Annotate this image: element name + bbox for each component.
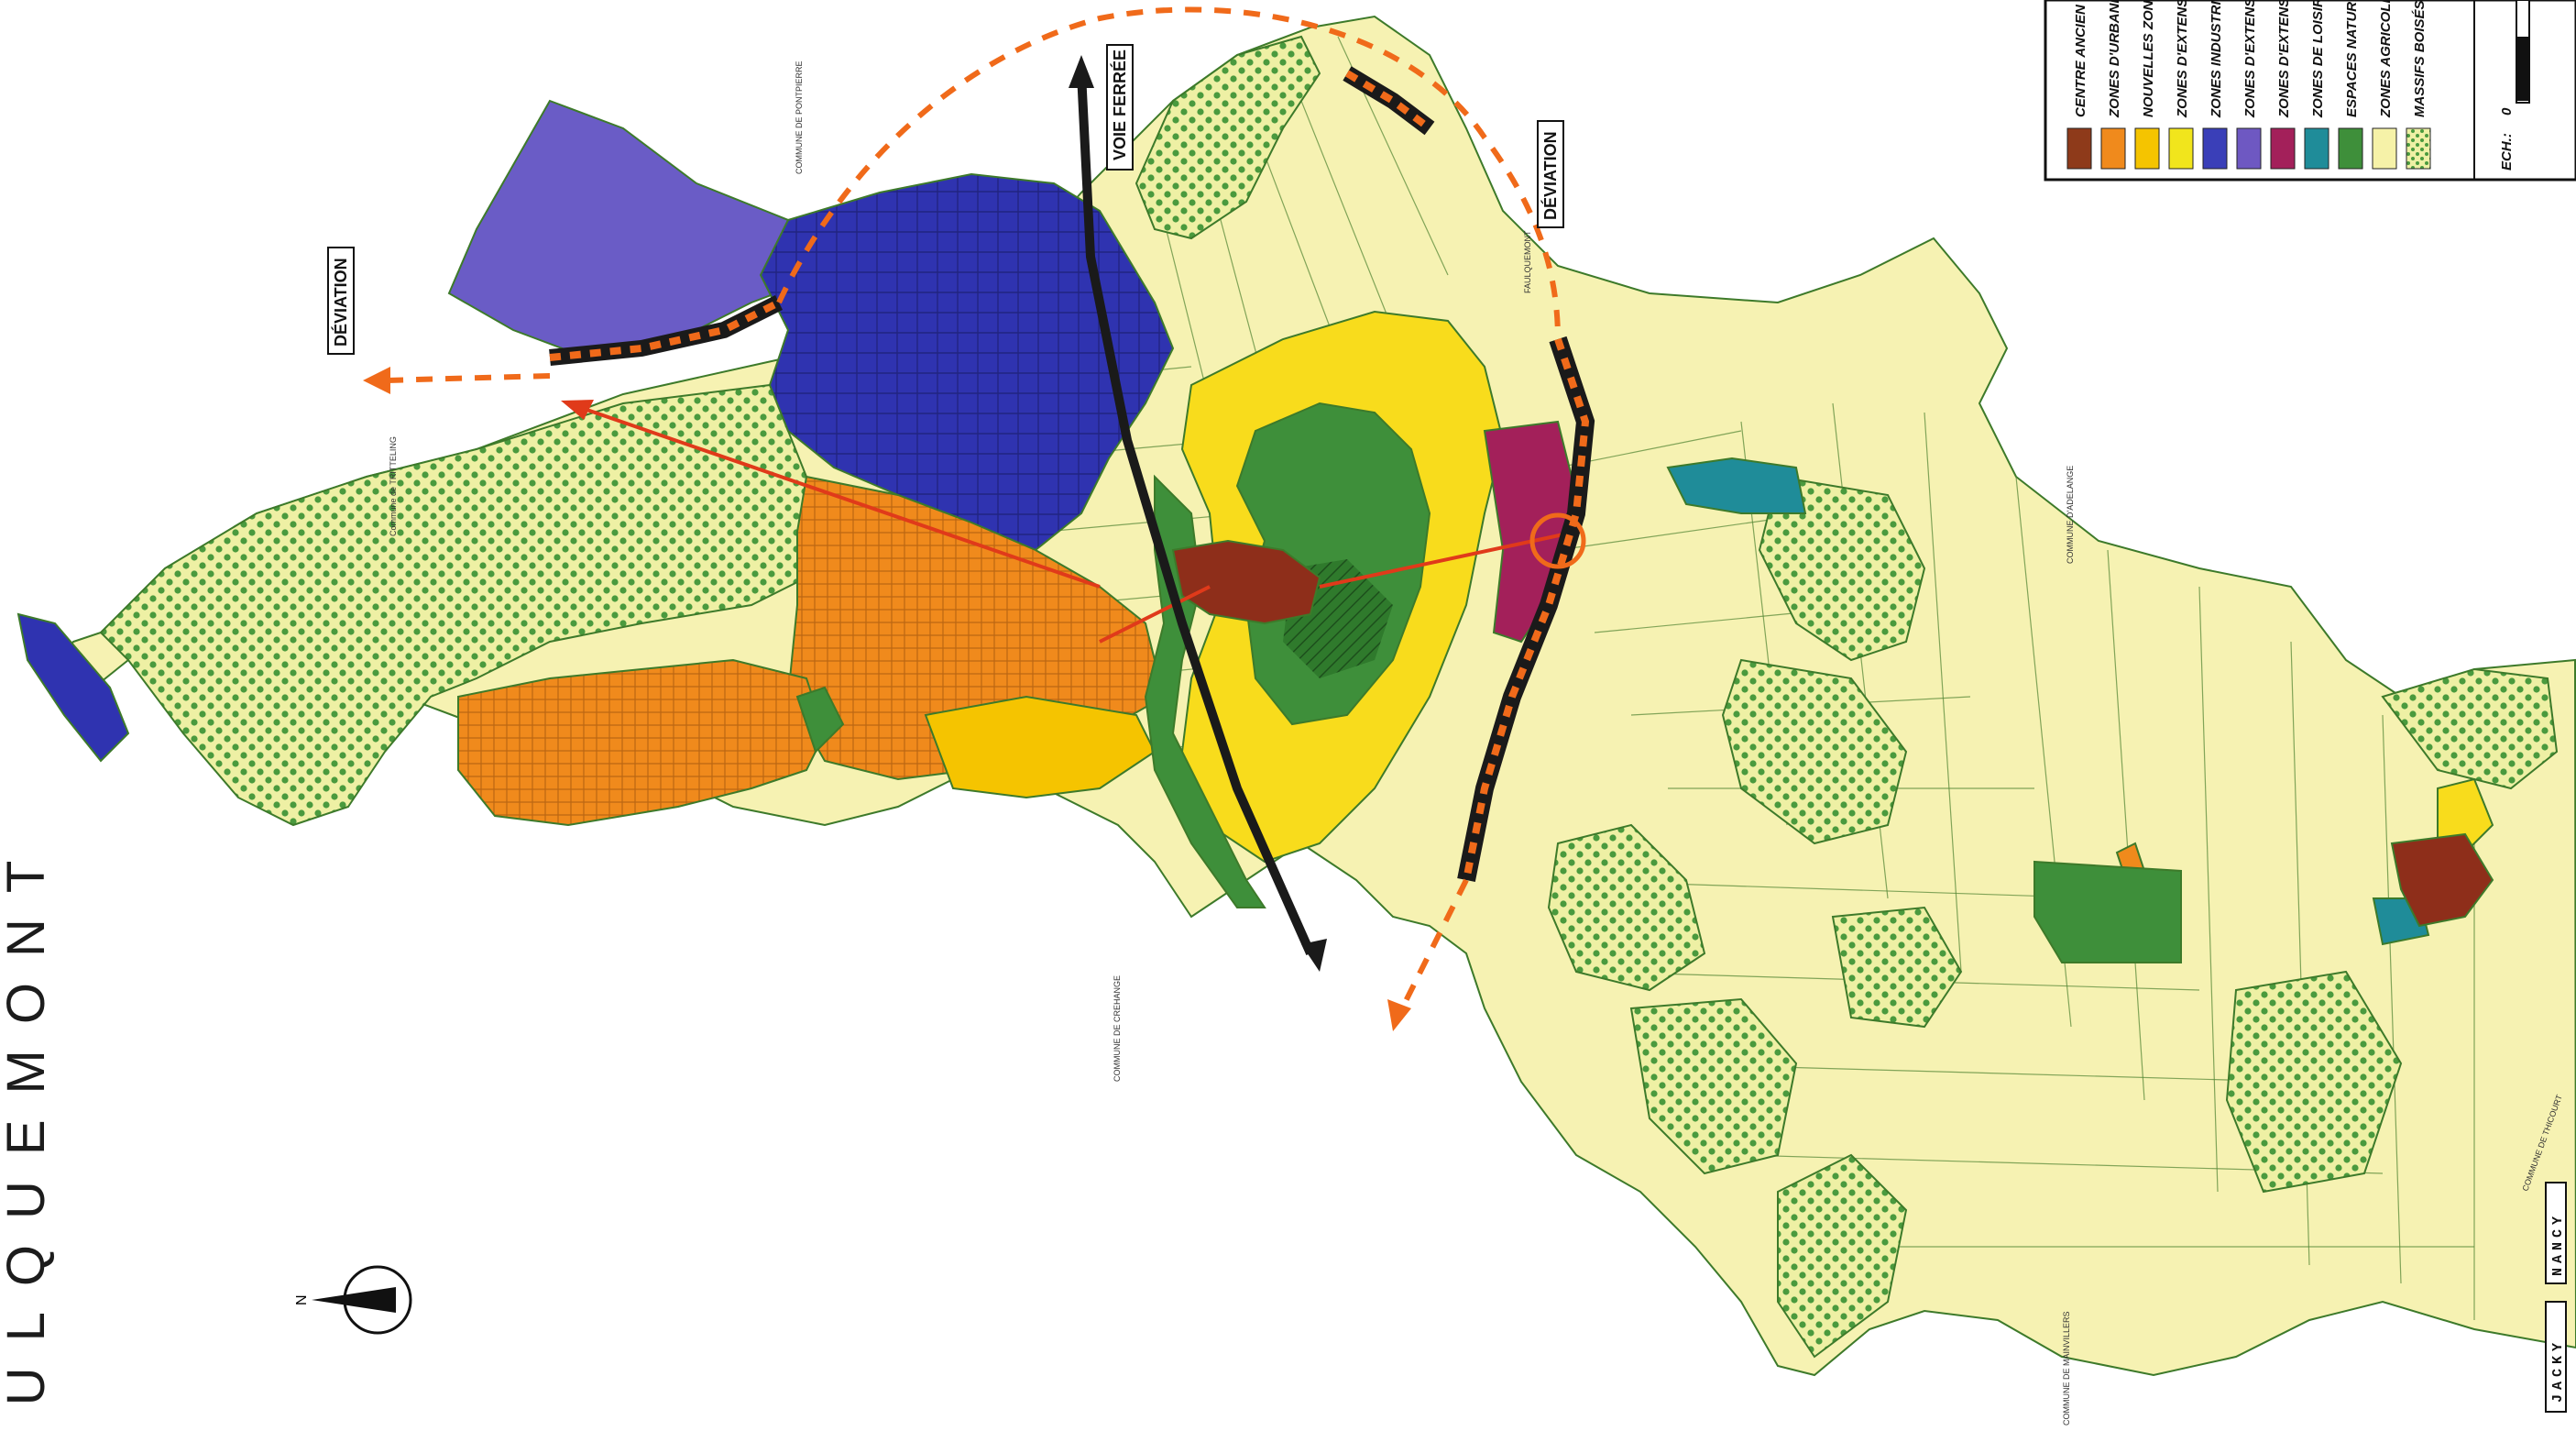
interchange-marker <box>1529 512 1586 569</box>
north-label: N <box>294 1294 310 1305</box>
deviation-route-top <box>1343 66 1435 136</box>
new-zone-east <box>2437 777 2494 854</box>
leisure-zone-north <box>1666 457 1807 514</box>
new-zone-south <box>924 695 1156 799</box>
legend-label: ESPACES NATURELS <box>2344 0 2360 117</box>
legend-label: MASSIFS BOISÉS <box>2412 0 2428 117</box>
legend-label: ZONES D'EXTENSION <box>2276 0 2292 118</box>
rail-line <box>1069 55 1327 972</box>
legend-swatch <box>2270 127 2296 170</box>
signature-line2: NANCY <box>2550 1212 2566 1276</box>
road-arrow-west <box>561 400 594 420</box>
commune-crehange: COMMUNE DE CREHANGE <box>1113 975 1122 1082</box>
commune-faulquemont-small: FAULQUEMONT <box>1523 230 1532 293</box>
legend-label: CENTRE ANCIEN <box>2073 4 2088 117</box>
industrial-sliver-west <box>16 612 130 763</box>
legend-swatch <box>2066 127 2092 170</box>
deviation-west-text: DÉVIATION <box>331 258 350 347</box>
legend-swatch <box>2134 127 2160 170</box>
legend-swatch <box>2168 127 2194 170</box>
legend-swatch <box>2236 127 2262 170</box>
industrial-extension-zone <box>447 99 827 359</box>
commune-adelange: COMMUNE D'ADELANGE <box>2066 466 2075 564</box>
natural-space-east <box>2033 860 2182 963</box>
natural-space-west <box>795 686 845 754</box>
legend-label: ZONES DE LOISIRS <box>2310 0 2326 118</box>
label-voie-ferree: VOIE FERRÉE <box>1106 44 1134 171</box>
rail-arrow-south <box>1301 939 1327 972</box>
legend: CENTRE ANCIEN ZONES D'URBANISATION NOUVELL… <box>2044 0 2576 182</box>
north-arrow-icon <box>312 1287 396 1313</box>
legend-swatch <box>2338 127 2363 170</box>
legend-label: ZONES D'EXTENSION <box>2242 0 2258 118</box>
old-center-east <box>2390 832 2494 928</box>
legend-scale-label: ECH.: <box>2499 133 2515 171</box>
deviation-route-north <box>549 294 784 366</box>
natural-space-river <box>1144 474 1266 908</box>
label-deviation-east: DÉVIATION <box>1537 120 1564 228</box>
signature: NANCY JACKY <box>2545 1182 2567 1413</box>
legend-label: ZONES D'EXTENSION <box>2175 0 2190 118</box>
north-arrow: N <box>294 1265 412 1335</box>
legend-swatch <box>2202 127 2228 170</box>
legend-label: ZONES INDUSTRIELLES <box>2209 0 2224 118</box>
legend-label: ZONES D'URBANISATION <box>2107 0 2122 118</box>
commune-pontpierre: COMMUNE DE PONTPIERRE <box>795 61 804 174</box>
deviation-arrow-south <box>1387 999 1411 1031</box>
legend-swatch <box>2100 127 2126 170</box>
commune-mainvillers: COMMUNE DE MAINVILLERS <box>2062 1311 2071 1425</box>
industrial-zone <box>759 172 1175 552</box>
signature-line1: JACKY <box>2550 1338 2566 1403</box>
old-center <box>1171 539 1321 625</box>
deviation-route-east <box>1457 336 1595 882</box>
label-deviation-west: DÉVIATION <box>327 247 355 355</box>
urban-zone-west <box>457 658 827 827</box>
legend-swatch <box>2406 127 2431 170</box>
legend-swatch <box>2304 127 2329 170</box>
legend-swatch <box>2372 127 2397 170</box>
legend-label: NOUVELLES ZONES <box>2141 0 2156 117</box>
map-title: AULQUEMONT <box>0 835 56 1431</box>
commune-tritteling: Commune de TRITTELING <box>389 436 398 536</box>
rail-arrow-north <box>1069 55 1094 88</box>
projected-deviation <box>384 6 1561 1010</box>
deviation-east-text: DÉVIATION <box>1540 131 1560 220</box>
voie-ferree-text: VOIE FERRÉE <box>1110 50 1129 160</box>
legend-scale-zero: 0 <box>2499 107 2515 116</box>
legend-label: ZONES AGRICOLES <box>2378 0 2394 118</box>
deviation-arrow-west <box>363 367 390 394</box>
